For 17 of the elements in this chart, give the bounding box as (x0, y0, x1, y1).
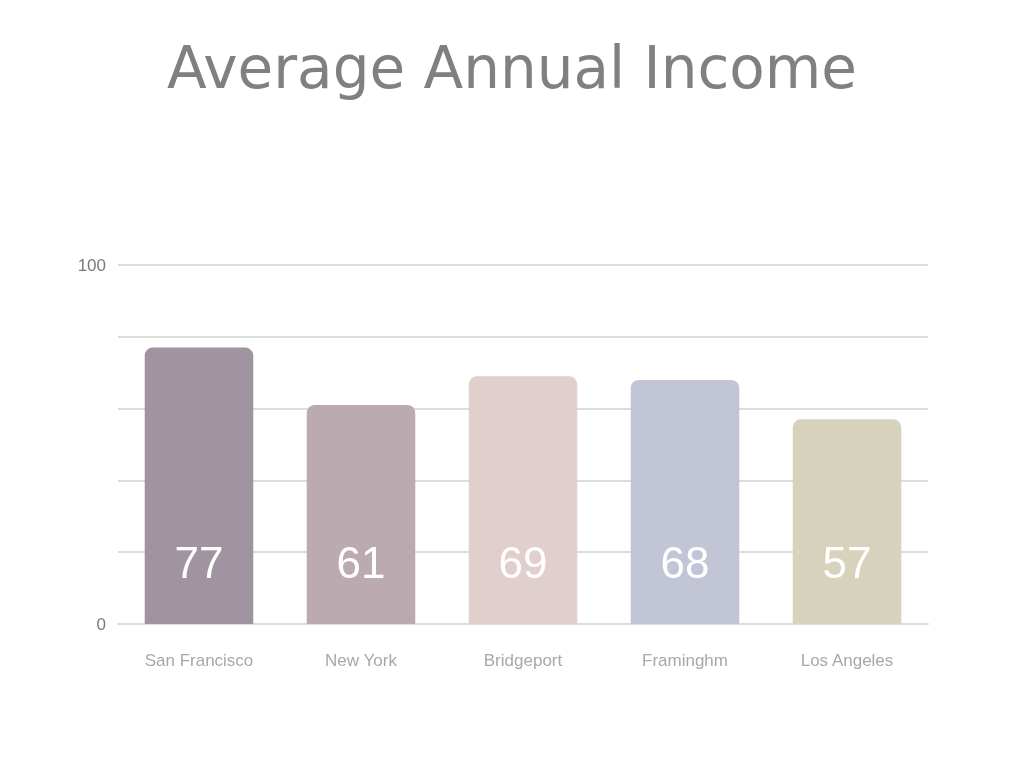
y-tick-label: 100 (77, 255, 106, 275)
bar (144, 347, 254, 624)
bar (792, 419, 902, 624)
x-tick-label: Los Angeles (800, 651, 894, 670)
data-label: 77 (174, 537, 224, 587)
bar (306, 405, 416, 624)
x-tick-label: Framinghm (642, 651, 728, 670)
x-tick-label: Bridgeport (483, 651, 563, 670)
data-label: 68 (660, 537, 710, 587)
data-label: 57 (822, 537, 872, 587)
data-label: 61 (336, 537, 386, 587)
bar (630, 379, 740, 624)
x-tick-label: New York (325, 651, 398, 670)
y-tick-label: 0 (96, 614, 106, 634)
bar (468, 376, 578, 624)
x-tick-label: San Francisco (144, 651, 254, 670)
chart-title: Average Annual Income (166, 34, 858, 102)
